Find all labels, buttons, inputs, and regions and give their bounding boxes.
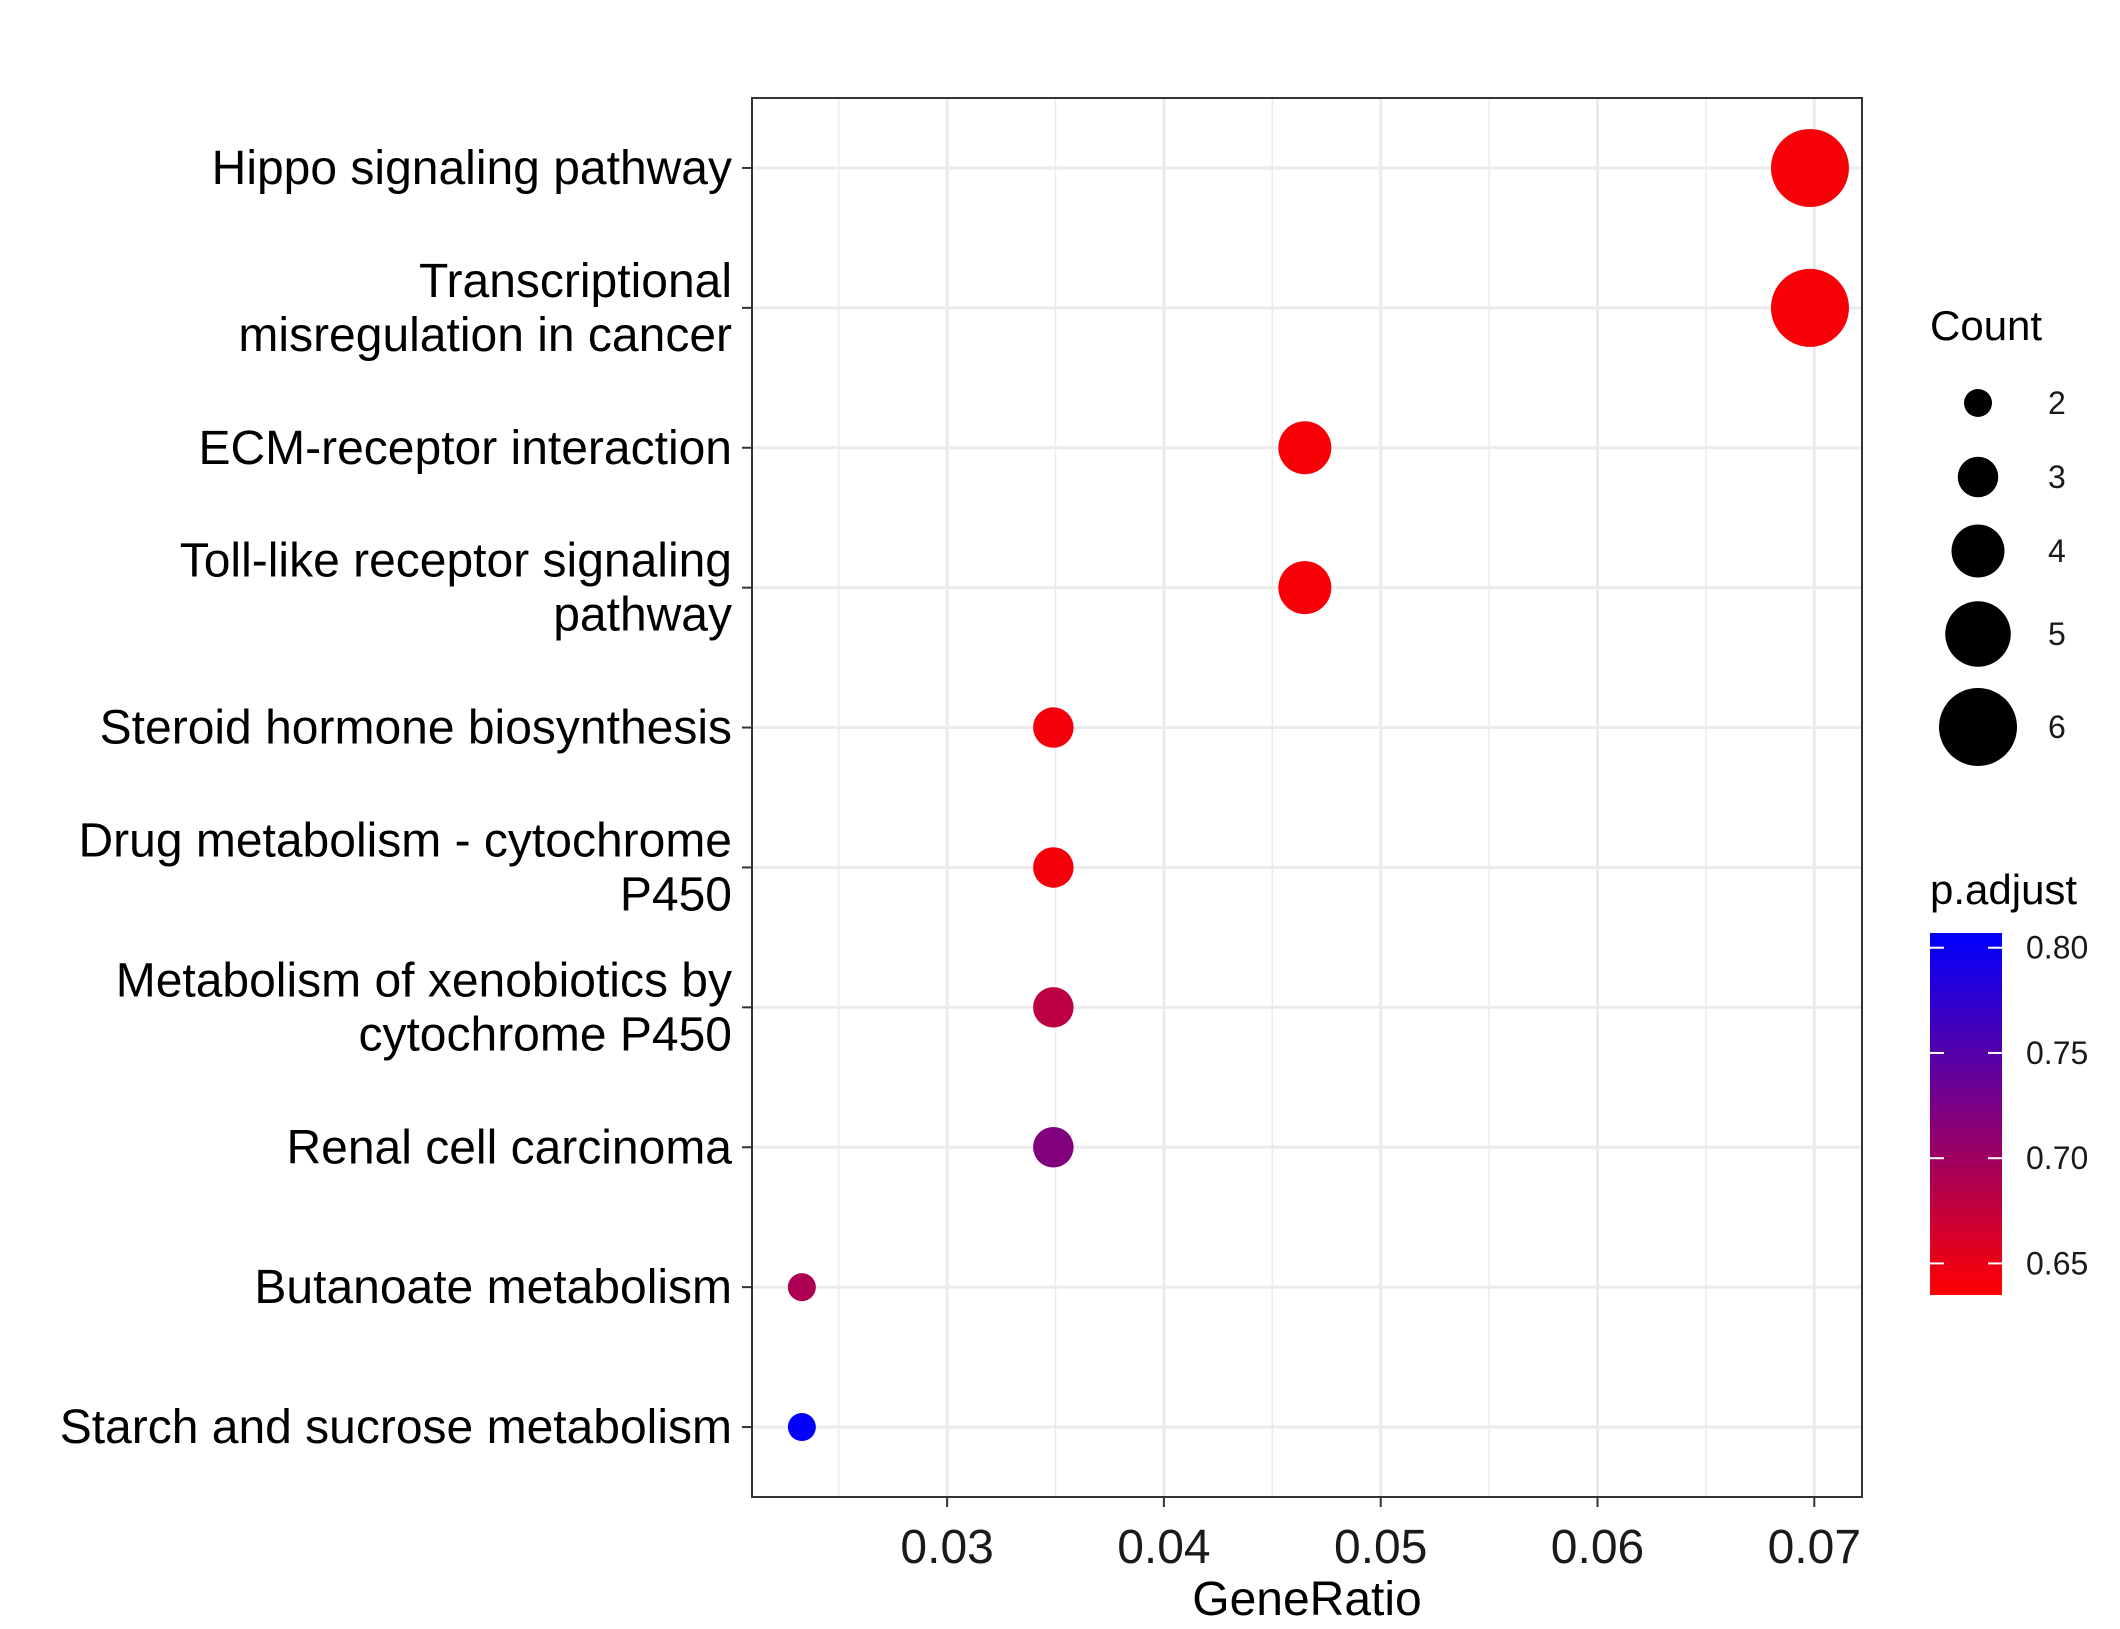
size-legend-key	[1939, 688, 2017, 766]
data-points	[787, 128, 1849, 1442]
y-tick-label: Renal cell carcinoma	[286, 1121, 732, 1174]
grid-lines	[752, 98, 1862, 1497]
plot-panel	[751, 97, 1863, 1498]
y-tick-label: Transcriptional	[419, 255, 732, 308]
size-legend-label: 5	[2048, 616, 2066, 652]
y-tick-label: Steroid hormone biosynthesis	[100, 702, 732, 755]
y-tick-label: cytochrome P450	[358, 1008, 732, 1061]
size-legend-key	[1945, 601, 2011, 667]
color-legend-label: 0.70	[2026, 1140, 2088, 1176]
size-legend-label: 3	[2048, 459, 2066, 495]
x-axis-title: GeneRatio	[1192, 1573, 1421, 1626]
size-legend-title: Count	[1930, 302, 2042, 349]
data-point	[1033, 987, 1074, 1028]
color-legend-label: 0.75	[2026, 1035, 2088, 1071]
data-point	[1770, 268, 1849, 347]
color-bar	[1930, 933, 2002, 1295]
color-legend-label: 0.65	[2026, 1245, 2088, 1281]
data-point	[787, 1273, 816, 1302]
x-tick-label: 0.03	[900, 1521, 993, 1574]
y-tick-label: ECM-receptor interaction	[198, 422, 732, 475]
data-point	[1278, 561, 1332, 615]
size-legend-label: 6	[2048, 709, 2066, 745]
x-axis: 0.03 0.04 0.05 0.06 0.07	[900, 1497, 1861, 1574]
color-legend: p.adjust 0.65 0.70 0.75 0.80	[1930, 866, 2088, 1295]
x-tick-label: 0.07	[1768, 1521, 1861, 1574]
y-tick-label: Hippo signaling pathway	[212, 142, 732, 195]
color-legend-label: 0.80	[2026, 930, 2088, 966]
data-point	[1033, 1127, 1074, 1168]
x-tick-label: 0.05	[1334, 1521, 1427, 1574]
size-legend-label: 2	[2048, 385, 2066, 421]
size-legend: Count 2 3 4 5 6	[1930, 302, 2066, 766]
y-tick-label: P450	[620, 868, 732, 921]
x-tick-label: 0.06	[1551, 1521, 1644, 1574]
data-point	[1033, 707, 1074, 748]
data-point	[1278, 421, 1332, 475]
size-legend-label: 4	[2048, 533, 2066, 569]
y-tick-label: Butanoate metabolism	[254, 1261, 732, 1314]
y-tick-label: Toll-like receptor signaling	[180, 535, 732, 588]
size-legend-key	[1951, 524, 2005, 578]
size-legend-key	[1964, 389, 1992, 417]
y-tick-label: misregulation in cancer	[238, 309, 732, 362]
y-tick-label: pathway	[553, 589, 732, 642]
y-axis: Hippo signaling pathway Transcriptionalmi…	[60, 142, 752, 1454]
color-legend-title: p.adjust	[1930, 866, 2077, 913]
data-point	[1770, 128, 1849, 207]
data-point	[1033, 847, 1074, 888]
data-point	[787, 1413, 816, 1442]
size-legend-key	[1957, 456, 1999, 498]
y-tick-label: Starch and sucrose metabolism	[60, 1401, 732, 1454]
y-tick-label: Drug metabolism - cytochrome	[78, 814, 732, 867]
x-tick-label: 0.04	[1117, 1521, 1210, 1574]
y-tick-label: Metabolism of xenobiotics by	[116, 954, 732, 1007]
